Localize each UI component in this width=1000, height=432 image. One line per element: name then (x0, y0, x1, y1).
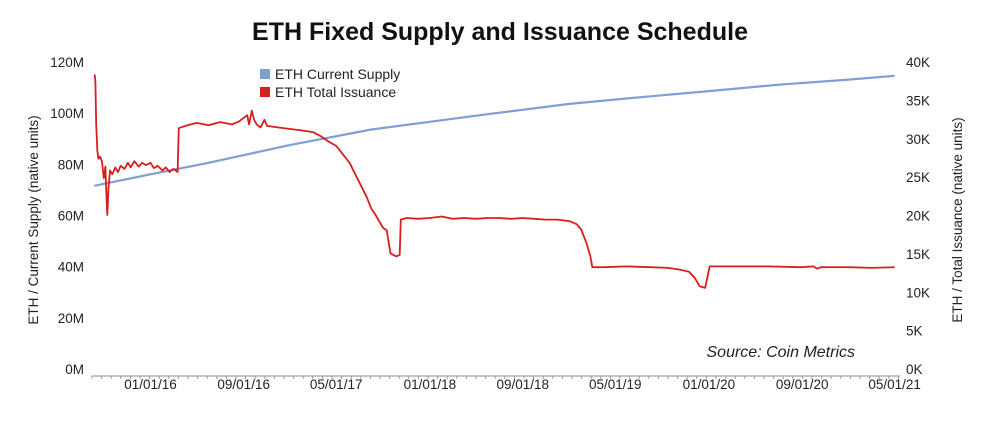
legend-label-issuance: ETH Total Issuance (275, 84, 396, 100)
chart-title: ETH Fixed Supply and Issuance Schedule (252, 18, 748, 46)
legend: ETH Current Supply ETH Total Issuance (260, 66, 400, 100)
x-tick-label: 01/01/20 (683, 377, 736, 392)
x-tick-label: 05/01/21 (868, 377, 921, 392)
right-y-tick-label: 40K (906, 55, 930, 70)
left-y-tick-label: 60M (58, 209, 84, 224)
left-y-axis-ticks: 0M 20M 40M 60M 80M 100M 120M (50, 55, 84, 377)
left-y-tick-label: 20M (58, 311, 84, 326)
left-y-tick-label: 40M (58, 260, 84, 275)
x-tick-label: 09/01/20 (776, 377, 829, 392)
left-y-tick-label: 120M (50, 55, 84, 70)
right-y-axis-label: ETH / Total Issuance (native units) (950, 117, 965, 322)
left-y-tick-label: 80M (58, 157, 84, 172)
x-tick-label: 01/01/16 (124, 377, 177, 392)
legend-swatch-issuance (260, 87, 270, 97)
x-tick-label: 05/01/19 (589, 377, 642, 392)
x-tick-label: 01/01/18 (404, 377, 457, 392)
right-y-axis-ticks: 0K 5K 10K 15K 20K 25K 30K 35K 40K (906, 55, 930, 377)
right-y-tick-label: 10K (906, 285, 930, 300)
x-tick-label: 09/01/18 (497, 377, 550, 392)
x-tick-label: 05/01/17 (310, 377, 363, 392)
left-y-tick-label: 0M (65, 362, 84, 377)
series-lines (93, 74, 895, 289)
series-line-current-supply (94, 74, 895, 187)
x-tick-label: 09/01/16 (217, 377, 270, 392)
right-y-tick-label: 0K (906, 362, 923, 377)
left-y-tick-label: 100M (50, 106, 84, 121)
left-y-axis-label: ETH / Current Supply (native units) (26, 115, 41, 324)
legend-swatch-supply (260, 69, 270, 79)
right-y-tick-label: 25K (906, 170, 930, 185)
right-y-tick-label: 20K (906, 209, 930, 224)
right-y-tick-label: 35K (906, 93, 930, 108)
right-y-tick-label: 30K (906, 132, 930, 147)
x-axis-ticks: 01/01/16 09/01/16 05/01/17 01/01/18 09/01/18… (91, 376, 921, 392)
legend-label-supply: ETH Current Supply (275, 66, 400, 82)
right-y-tick-label: 5K (906, 324, 923, 339)
right-y-tick-label: 15K (906, 247, 930, 262)
source-annotation: Source: Coin Metrics (707, 344, 856, 361)
series-line-total-issuance (93, 74, 895, 289)
